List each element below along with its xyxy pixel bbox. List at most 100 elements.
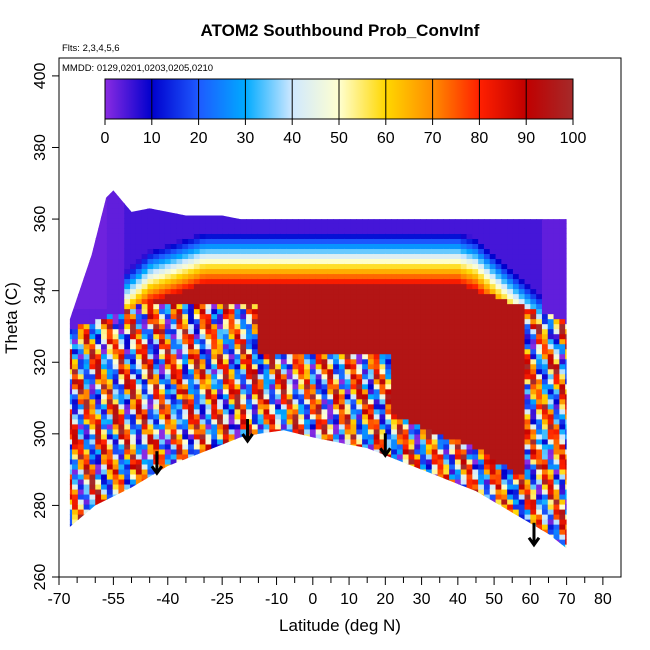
- heatmap-cell: [385, 343, 392, 350]
- heatmap-cell: [141, 323, 149, 330]
- heatmap-cell: [443, 398, 450, 405]
- heatmap-cell: [83, 338, 91, 345]
- heatmap-cell: [402, 328, 410, 335]
- heatmap-cell: [164, 448, 172, 455]
- heatmap-cell: [141, 403, 149, 410]
- heatmap-cell: [234, 288, 241, 295]
- heatmap-cell: [228, 293, 236, 300]
- heatmap-cell: [309, 398, 317, 405]
- heatmap-cell: [298, 228, 305, 234]
- heatmap-cell: [159, 318, 166, 325]
- heatmap-cell: [171, 549, 177, 555]
- heatmap-cell: [414, 488, 421, 495]
- heatmap-cell: [437, 373, 444, 380]
- heatmap-cell: [345, 178, 351, 184]
- heatmap-cell: [275, 373, 282, 380]
- heatmap-cell: [269, 283, 276, 290]
- heatmap-cell: [309, 358, 317, 365]
- heatmap-cell: [69, 218, 73, 224]
- heatmap-cell: [263, 393, 270, 400]
- heatmap-cell: [414, 318, 421, 325]
- heatmap-cell: [338, 468, 346, 475]
- heatmap-cell: [199, 293, 207, 300]
- heatmap-cell: [251, 443, 259, 450]
- heatmap-cell: [217, 248, 224, 255]
- heatmap-cell: [83, 539, 91, 545]
- heatmap-cell: [304, 328, 311, 335]
- heatmap-cell: [188, 443, 195, 450]
- heatmap-cell: [217, 458, 224, 465]
- heatmap-cell: [246, 463, 253, 470]
- heatmap-cell: [89, 408, 96, 415]
- heatmap-cell: [280, 303, 288, 310]
- heatmap-cell: [373, 278, 381, 285]
- heatmap-cell: [356, 243, 363, 250]
- heatmap-cell: [228, 448, 236, 455]
- heatmap-cell: [344, 524, 352, 530]
- heatmap-cell: [280, 508, 288, 515]
- heatmap-cell: [118, 458, 125, 465]
- heatmap-cell: [396, 358, 404, 365]
- heatmap-cell: [205, 243, 212, 250]
- heatmap-cell: [304, 208, 311, 214]
- heatmap-cell: [83, 514, 91, 520]
- heatmap-cell: [176, 273, 183, 280]
- heatmap-cell: [217, 293, 224, 300]
- heatmap-cell: [309, 519, 317, 525]
- heatmap-cell: [153, 503, 160, 510]
- heatmap-cell: [159, 183, 165, 189]
- heatmap-cell: [344, 529, 352, 535]
- heatmap-cell: [280, 473, 288, 480]
- heatmap-cell: [95, 493, 102, 500]
- heatmap-cell: [130, 539, 137, 545]
- heatmap-cell: [321, 363, 328, 370]
- heatmap-cell: [443, 529, 450, 535]
- heatmap-cell: [246, 498, 253, 505]
- heatmap-cell: [141, 483, 149, 490]
- heatmap-cell: [170, 293, 178, 300]
- heatmap-cell: [315, 343, 323, 350]
- heatmap-cell: [188, 223, 195, 229]
- heatmap-cell: [222, 258, 230, 265]
- heatmap-cell: [315, 308, 323, 315]
- heatmap-cell: [298, 303, 305, 310]
- heatmap-cell: [234, 508, 241, 515]
- heatmap-cell: [385, 243, 392, 250]
- heatmap-cell: [298, 554, 304, 560]
- heatmap-cell: [420, 283, 427, 290]
- heatmap-cell: [431, 408, 439, 415]
- heatmap-cell: [112, 418, 120, 425]
- heatmap-cell: [321, 448, 328, 455]
- heatmap-cell: [269, 388, 276, 395]
- heatmap-cell: [228, 348, 236, 355]
- heatmap-cell: [414, 303, 421, 310]
- heatmap-cell: [327, 468, 334, 475]
- heatmap-cell: [234, 328, 241, 335]
- heatmap-cell: [170, 348, 178, 355]
- heatmap-cell: [164, 268, 172, 275]
- heatmap-cell: [367, 458, 375, 465]
- heatmap-cell: [141, 473, 149, 480]
- heatmap-cell: [135, 278, 143, 285]
- heatmap-cell: [309, 448, 317, 455]
- heatmap-cell: [124, 258, 131, 265]
- heatmap-cell: [385, 483, 392, 490]
- heatmap-cell: [130, 508, 137, 515]
- heatmap-cell: [367, 398, 375, 405]
- heatmap-cell: [275, 428, 282, 435]
- heatmap-cell: [356, 190, 363, 194]
- heatmap-cell: [431, 243, 439, 250]
- heatmap-cell: [164, 303, 172, 310]
- heatmap-cell: [124, 298, 131, 305]
- heatmap-cell: [257, 228, 265, 234]
- heatmap-cell: [304, 283, 311, 290]
- heatmap-cell: [292, 358, 299, 365]
- heatmap-cell: [77, 458, 85, 465]
- heatmap-cell: [251, 278, 259, 285]
- heatmap-cell: [222, 228, 230, 234]
- heatmap-cell: [147, 433, 154, 440]
- heatmap-cell: [275, 278, 282, 285]
- heatmap-cell: [228, 544, 236, 549]
- heatmap-cell: [240, 348, 247, 355]
- heatmap-cell: [315, 443, 323, 450]
